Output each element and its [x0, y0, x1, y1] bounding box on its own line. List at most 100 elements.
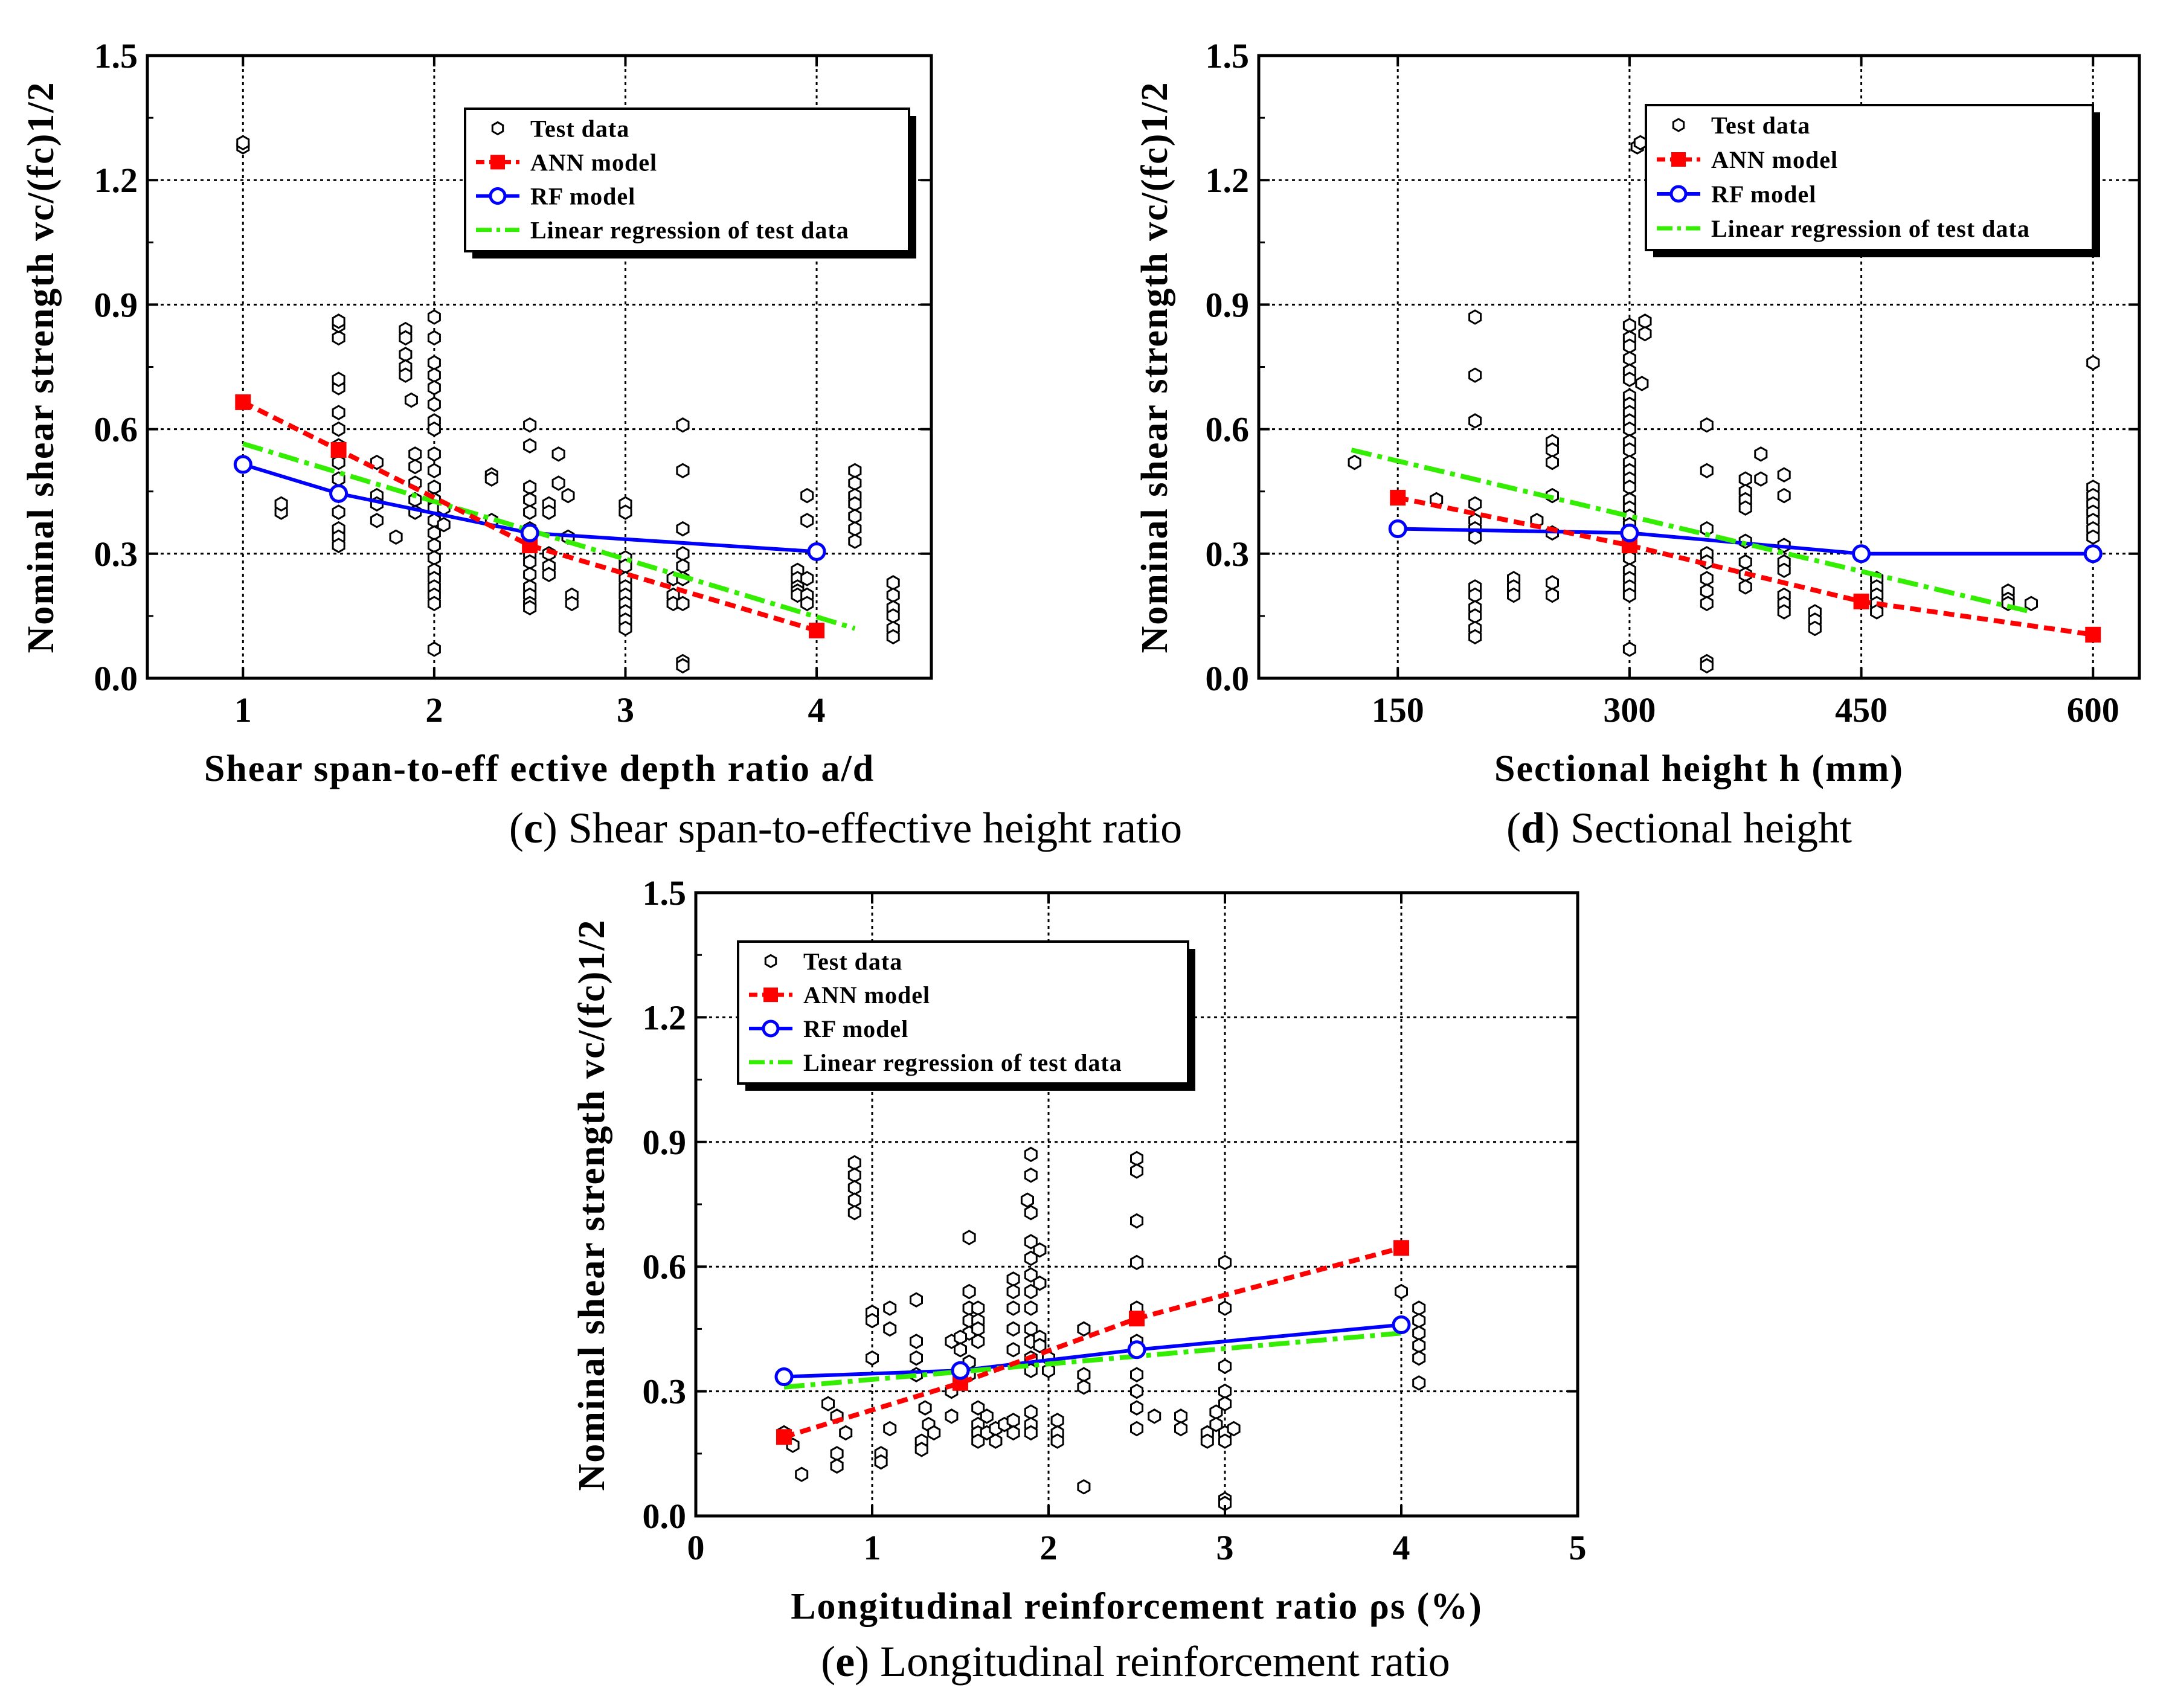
- test-data-point: [910, 1292, 923, 1308]
- test-data-point: [236, 135, 250, 151]
- test-data-point: [1738, 579, 1752, 595]
- test-data-point: [1006, 1425, 1020, 1441]
- test-data-point: [874, 1454, 888, 1470]
- test-data-point: [274, 496, 288, 512]
- test-data-point: [980, 1408, 994, 1424]
- test-data-point: [1777, 487, 1791, 504]
- test-data-point: [676, 558, 690, 574]
- test-data-point: [989, 1433, 1003, 1449]
- test-data-point: [1174, 1408, 1187, 1424]
- test-data-point: [1622, 641, 1636, 657]
- test-data-point: [883, 1321, 897, 1337]
- x-tick-label: 150: [1372, 690, 1424, 730]
- test-data-point: [427, 355, 441, 371]
- rf-model-marker: [1127, 1340, 1146, 1360]
- legend-test-data-icon: [764, 954, 777, 969]
- test-data-point: [1006, 1321, 1020, 1337]
- test-data-point: [1006, 1300, 1020, 1316]
- x-tick-label: 2: [1040, 1528, 1058, 1567]
- test-data-point: [1622, 351, 1636, 367]
- rf-model-marker: [329, 484, 349, 503]
- rf-model-marker: [233, 455, 252, 474]
- test-data-point: [830, 1458, 844, 1474]
- test-data-point: [1209, 1416, 1223, 1433]
- test-data-point: [1130, 1151, 1143, 1167]
- test-data-point: [847, 1192, 861, 1208]
- test-data-point: [370, 513, 384, 528]
- ann-model-marker: [235, 394, 251, 410]
- test-data-point: [883, 1300, 897, 1316]
- y-tick-label: 0.0: [643, 1497, 687, 1536]
- test-data-point: [332, 313, 345, 329]
- test-data-point: [1348, 454, 1361, 470]
- test-data-point: [1174, 1421, 1187, 1437]
- x-tick-label: 3: [617, 690, 634, 730]
- test-data-point: [848, 463, 862, 479]
- x-tick-label: 2: [425, 690, 443, 730]
- test-data-point: [962, 1230, 976, 1245]
- test-data-point: [1546, 454, 1559, 470]
- test-data-point: [332, 504, 345, 520]
- test-data-point: [523, 417, 537, 433]
- test-data-point: [523, 438, 537, 454]
- test-data-point: [1130, 1421, 1143, 1437]
- test-data-point: [2024, 596, 2038, 612]
- legend-test-data-icon: [1672, 118, 1685, 132]
- ann-model-marker: [1393, 1240, 1409, 1256]
- test-data-point: [332, 371, 345, 387]
- caption-c: (c) Shear span-to-effective height ratio: [509, 804, 1182, 852]
- rf-model-marker: [951, 1361, 970, 1380]
- test-data-point: [927, 1425, 941, 1441]
- test-data-point: [886, 629, 900, 645]
- test-data-point: [427, 446, 441, 462]
- ann-model-line: [783, 1245, 1402, 1440]
- test-data-point: [1395, 1283, 1408, 1300]
- test-data-point: [1227, 1421, 1241, 1437]
- test-data-point: [1546, 442, 1559, 458]
- test-data-point: [1412, 1312, 1426, 1329]
- ann-model-marker: [2085, 626, 2101, 643]
- test-data-point: [523, 554, 537, 570]
- test-data-point: [1808, 620, 1822, 637]
- test-data-point: [848, 475, 862, 491]
- test-data-point: [1622, 338, 1636, 354]
- y-tick-label: 0.6: [643, 1247, 687, 1286]
- test-data-point: [1700, 596, 1714, 612]
- legend-ann-marker: [490, 155, 505, 170]
- test-data-point: [1050, 1413, 1064, 1428]
- chart-e: 0.0 0.3 0.6 0.9 1.2 1.5 0 1 2 3 4 5 Longitudinal rei…: [571, 873, 1587, 1686]
- legend-box: [464, 108, 910, 252]
- rf-model-line: [242, 463, 817, 554]
- test-data-point: [1622, 421, 1636, 437]
- legend-linreg-label: Linear regression of test data: [530, 217, 849, 244]
- test-data-point: [1077, 1321, 1091, 1337]
- legend-test-data-label: Test data: [1711, 112, 1810, 139]
- test-data-point: [848, 533, 862, 549]
- test-data-point: [1042, 1363, 1055, 1378]
- test-data-point: [1622, 318, 1636, 333]
- legend-ann-label: ANN model: [803, 981, 930, 1009]
- test-data-point: [945, 1408, 959, 1424]
- test-data-point: [1468, 309, 1482, 325]
- test-data-point: [676, 596, 690, 612]
- test-data-point: [2086, 355, 2100, 371]
- x-tick-label: 600: [2067, 690, 2119, 730]
- test-data-point: [332, 330, 345, 346]
- rf-model-marker: [1388, 519, 1407, 539]
- test-data-point: [1130, 1254, 1143, 1271]
- legend-linreg-label: Linear regression of test data: [803, 1049, 1122, 1076]
- legend-box: [1645, 104, 2094, 251]
- test-data-point: [427, 330, 441, 346]
- y-tick-label: 1.5: [643, 873, 687, 913]
- test-data-point: [1200, 1433, 1214, 1449]
- test-data-point: [332, 454, 345, 470]
- legend-rf-marker: [489, 187, 507, 205]
- test-data-point: [1130, 1383, 1143, 1399]
- test-data-point: [1700, 417, 1714, 433]
- test-data-point: [1020, 1192, 1034, 1208]
- legend-rf-marker: [1669, 185, 1688, 203]
- test-data-point: [1006, 1413, 1020, 1428]
- test-data-point: [1638, 313, 1652, 329]
- test-data-point: [676, 417, 690, 433]
- test-data-point: [1633, 135, 1647, 151]
